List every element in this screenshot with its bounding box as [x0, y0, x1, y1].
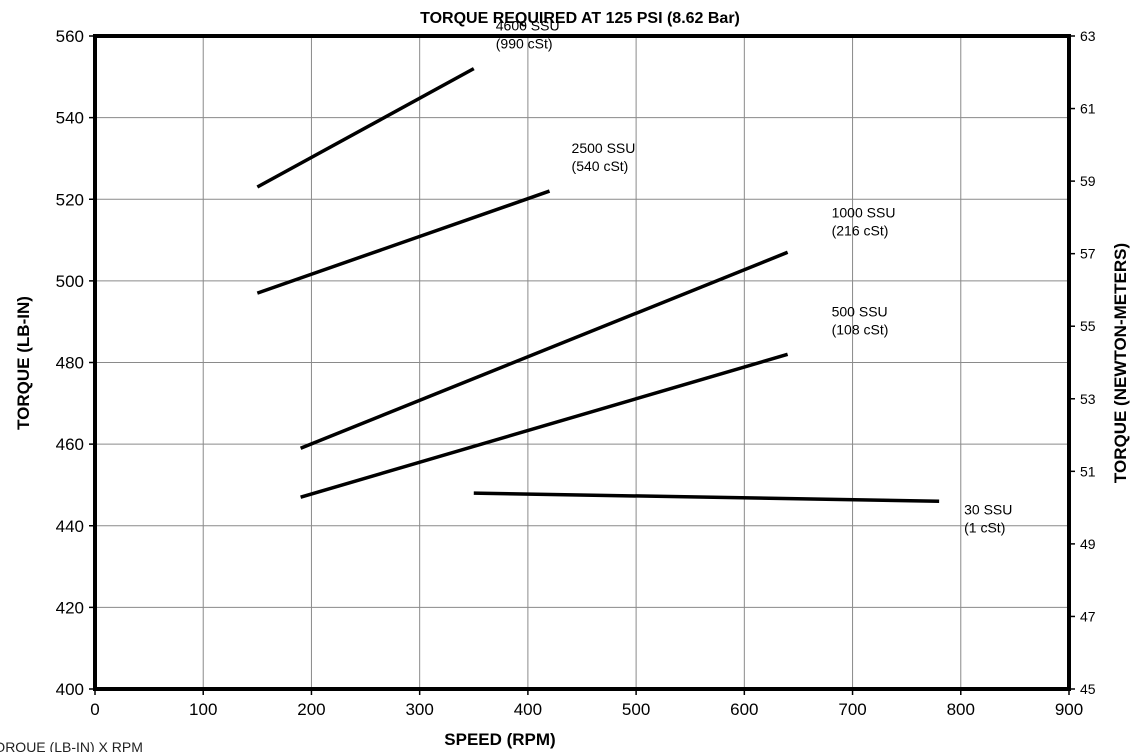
y2-tick-label: 63 — [1080, 28, 1096, 44]
y-tick-label: 500 — [56, 272, 84, 291]
gridlines — [95, 36, 1069, 689]
series-line — [256, 189, 551, 295]
y-tick-label: 440 — [56, 517, 84, 536]
series-sublabel: (108 cSt) — [832, 321, 889, 337]
x-tick-label: 900 — [1055, 700, 1083, 719]
y2-tick-label: 57 — [1080, 246, 1096, 262]
y2-tick-label: 49 — [1080, 536, 1096, 552]
y-tick-label: 540 — [56, 109, 84, 128]
series-sublabel: (540 cSt) — [572, 158, 629, 174]
series-lines — [256, 67, 940, 504]
series-label: 30 SSU — [964, 501, 1012, 517]
y2-tick-label: 53 — [1080, 391, 1096, 407]
x-tick-label: 800 — [947, 700, 975, 719]
y2-tick-label: 51 — [1080, 463, 1096, 479]
y2-tick-labels: 45 47 49 51 53 55 57 59 61 63 — [1080, 28, 1096, 697]
x-tick-label: 600 — [730, 700, 758, 719]
x-axis-title: SPEED (RPM) — [444, 730, 555, 749]
x-tick-label: 700 — [838, 700, 866, 719]
series-line — [256, 67, 475, 189]
series-sublabel: (1 cSt) — [964, 519, 1005, 535]
series-label: 2500 SSU — [572, 140, 636, 156]
y2-axis-title: TORQUE (NEWTON-METERS) — [1111, 243, 1130, 483]
series-labels: 4600 SSU (990 cSt) 2500 SSU (540 cSt) 1000 S… — [496, 18, 1013, 536]
y-tick-label: 400 — [56, 680, 84, 699]
y-tick-labels: 400 420 440 460 480 500 520 540 560 — [56, 27, 84, 699]
y2-tick-label: 47 — [1080, 608, 1096, 624]
series-label: 1000 SSU — [832, 204, 896, 220]
y-axis-title: TORQUE (LB-IN) — [14, 296, 33, 430]
y-tick-label: 420 — [56, 598, 84, 617]
y-tick-label: 460 — [56, 435, 84, 454]
x-tick-label: 100 — [189, 700, 217, 719]
y2-tick-label: 45 — [1080, 681, 1096, 697]
series-line — [299, 250, 789, 450]
series-label: 4600 SSU — [496, 18, 560, 34]
axis-ticks — [89, 35, 1075, 695]
series-sublabel: (216 cSt) — [832, 222, 889, 238]
y-tick-label: 480 — [56, 354, 84, 373]
x-tick-label: 400 — [514, 700, 542, 719]
x-tick-label: 0 — [90, 700, 99, 719]
y-tick-label: 560 — [56, 27, 84, 46]
y2-tick-label: 55 — [1080, 318, 1096, 334]
series-line — [473, 491, 940, 504]
x-tick-label: 300 — [405, 700, 433, 719]
y2-tick-label: 61 — [1080, 101, 1096, 117]
series-line — [300, 352, 789, 499]
series-sublabel: (990 cSt) — [496, 36, 553, 52]
x-tick-label: 500 — [622, 700, 650, 719]
chart-caption: TORQUE (LB-IN) X RPM — [0, 739, 143, 752]
x-tick-label: 200 — [297, 700, 325, 719]
y-tick-label: 520 — [56, 190, 84, 209]
chart-title: TORQUE REQUIRED AT 125 PSI (8.62 Bar) — [420, 10, 740, 27]
y2-tick-label: 59 — [1080, 173, 1096, 189]
series-label: 500 SSU — [832, 303, 888, 319]
x-tick-labels: 0 100 200 300 400 500 600 700 800 900 — [90, 700, 1083, 719]
